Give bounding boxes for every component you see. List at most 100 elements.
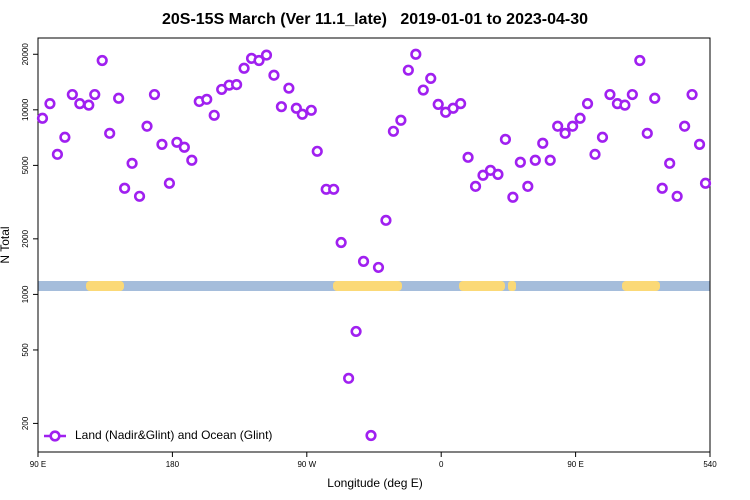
point	[537, 137, 549, 149]
point	[365, 429, 377, 442]
point	[395, 114, 407, 126]
point	[699, 177, 712, 189]
point	[529, 154, 541, 166]
point	[671, 190, 683, 202]
x-tick-label: 180	[166, 460, 180, 469]
chart-title: 20S-15S March (Ver 11.1_late) 2019-01-01…	[162, 11, 588, 28]
point	[141, 120, 153, 132]
point	[335, 236, 347, 249]
point	[36, 112, 49, 124]
point	[171, 136, 183, 148]
point	[178, 141, 190, 153]
point	[119, 182, 131, 194]
y-axis-label: N Total	[0, 226, 12, 263]
point	[372, 261, 385, 274]
point	[311, 145, 323, 157]
x-tick-label: 90 W	[297, 460, 316, 469]
land-band	[459, 281, 505, 291]
y-tick-label: 5000	[21, 156, 30, 174]
point	[514, 156, 526, 168]
point	[238, 62, 250, 74]
point	[305, 104, 317, 116]
point	[96, 54, 108, 67]
point	[679, 120, 691, 132]
surface-strip	[38, 281, 710, 291]
point	[208, 109, 220, 121]
land-band	[333, 281, 402, 291]
x-tick-label: 90 E	[567, 460, 583, 469]
point	[283, 82, 295, 94]
point	[253, 54, 265, 67]
point	[581, 98, 594, 110]
point	[156, 138, 168, 150]
point	[477, 169, 489, 181]
point	[499, 133, 512, 145]
point	[402, 64, 414, 76]
y-tick-label: 20000	[21, 43, 30, 66]
point	[148, 88, 161, 101]
point	[455, 98, 467, 110]
point	[559, 127, 571, 139]
point	[126, 157, 138, 169]
point	[410, 48, 422, 60]
point	[74, 98, 86, 110]
point	[634, 54, 646, 67]
point	[66, 88, 78, 101]
y-tick-label: 500	[21, 343, 30, 357]
point	[59, 131, 71, 143]
point	[350, 325, 362, 338]
plot-frame	[37, 37, 711, 453]
point	[469, 180, 482, 192]
point	[552, 120, 564, 132]
y-tick-label: 2000	[21, 229, 30, 247]
point	[656, 182, 668, 194]
point	[89, 88, 101, 101]
point	[522, 180, 534, 192]
point	[260, 49, 273, 61]
point	[641, 127, 653, 139]
point	[649, 92, 661, 104]
point	[425, 72, 437, 85]
point	[328, 183, 340, 195]
point	[574, 112, 586, 124]
point	[567, 120, 579, 132]
point	[343, 372, 355, 384]
point	[686, 88, 698, 101]
point	[275, 101, 288, 113]
point	[380, 214, 392, 226]
point	[432, 98, 444, 111]
point	[387, 125, 400, 137]
point	[596, 131, 609, 143]
point	[133, 190, 146, 202]
legend-label: Land (Nadir&Glint) and Ocean (Glint)	[75, 428, 272, 442]
point	[417, 84, 429, 96]
point	[604, 88, 616, 101]
point	[492, 168, 504, 180]
point	[296, 108, 308, 120]
point	[268, 69, 280, 81]
point	[163, 177, 176, 189]
point	[619, 99, 631, 111]
x-tick-label: 0	[439, 460, 444, 469]
x-tick-label: 90 E	[30, 460, 46, 469]
point	[104, 127, 116, 139]
point	[664, 157, 676, 169]
x-axis-label: Longitude (deg E)	[327, 476, 422, 490]
y-tick-label: 1000	[21, 285, 30, 303]
point	[44, 98, 56, 110]
land-band	[622, 281, 660, 291]
point	[186, 154, 198, 166]
y-tick-label: 10000	[21, 98, 30, 121]
land-band	[86, 281, 124, 291]
point	[462, 151, 474, 163]
point	[544, 154, 556, 166]
y-tick-label: 200	[21, 416, 30, 430]
x-tick-label: 540	[703, 460, 717, 469]
legend-marker	[49, 430, 61, 442]
point	[589, 148, 601, 160]
point	[83, 99, 95, 111]
point	[507, 191, 519, 203]
point	[113, 92, 125, 104]
point	[51, 148, 64, 160]
